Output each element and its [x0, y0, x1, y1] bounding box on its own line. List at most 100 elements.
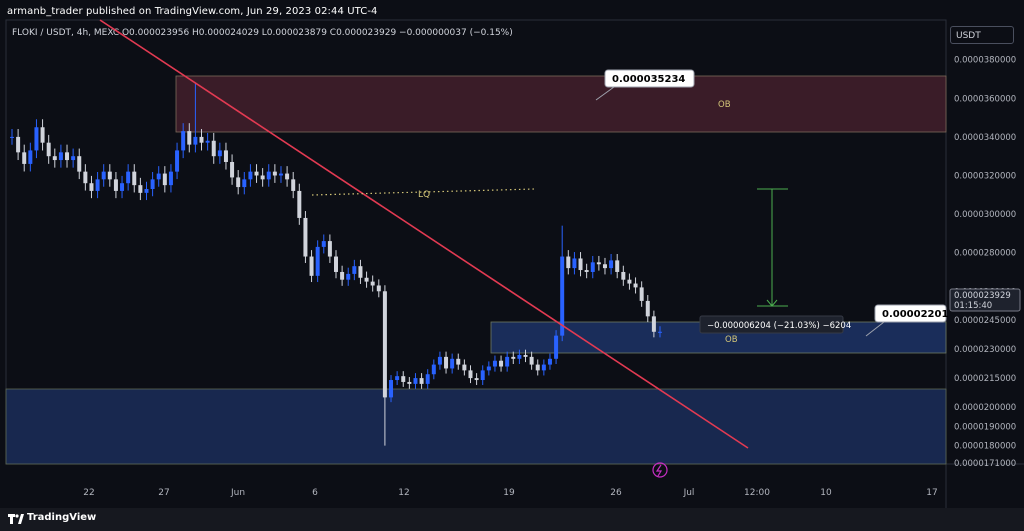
candle-body [156, 173, 161, 180]
candle-body [621, 271, 626, 280]
candle-body [193, 136, 198, 145]
currency-button[interactable]: USDT [950, 26, 1014, 44]
candle-body [572, 258, 577, 269]
y-tick-label: 0.0000180000 [954, 442, 1016, 452]
candle-body [566, 256, 571, 269]
y-tick-label: 0.0000171000 [954, 459, 1016, 469]
y-tick-label: 0.0000340000 [954, 133, 1016, 143]
x-tick-label: 6 [312, 488, 318, 498]
candle-body [444, 356, 449, 369]
candle-body [101, 171, 106, 180]
candle-body [83, 171, 88, 184]
candle-body [217, 150, 222, 157]
trendline [99, 19, 749, 449]
candle-body [58, 152, 63, 161]
candle-body [633, 283, 638, 288]
ob-label-top: OB [718, 100, 731, 110]
lq-label: LQ [418, 190, 430, 200]
x-tick-label: 10 [820, 488, 832, 498]
candle-body [248, 171, 253, 180]
candle-body [278, 173, 283, 176]
candle-body [138, 185, 143, 193]
candle-body [407, 381, 412, 384]
x-tick-label: 27 [158, 488, 169, 498]
candle-body [602, 264, 607, 269]
y-tick-label: 0.0000300000 [954, 210, 1016, 220]
symbol-legend: FLOKI / USDT, 4h, MEXC O0.000023956 H0.0… [12, 28, 513, 38]
x-axis[interactable]: 22 27 Jun 6 12 19 26 Jul 12:00 10 17 [83, 488, 937, 498]
footer-bar [0, 508, 1024, 531]
candle-body [236, 177, 241, 188]
candle-body [40, 127, 45, 143]
candle-body [95, 179, 100, 191]
candle-body [150, 179, 155, 189]
candle-body [22, 152, 27, 164]
x-tick-label: 12 [398, 488, 409, 498]
candle-body [10, 136, 14, 138]
candle-body [413, 378, 418, 384]
candle-body [615, 260, 620, 272]
candle-body [505, 356, 510, 367]
y-tick-label: 0.0000360000 [954, 94, 1016, 104]
candle-body [162, 173, 167, 186]
candle-body [480, 370, 485, 381]
footer-brand: TradingView [27, 512, 97, 523]
candle-body [120, 183, 125, 191]
candle-body [425, 374, 430, 384]
candle-body [303, 217, 308, 257]
y-tick-label: 0.0000320000 [954, 171, 1016, 181]
candle-body [547, 358, 552, 365]
y-axis[interactable]: 0.0000380000 0.0000360000 0.0000340000 0.00… [954, 56, 1016, 469]
y-tick-label: 0.0000230000 [954, 345, 1016, 355]
candle-body [181, 131, 186, 151]
candle-body [609, 260, 614, 269]
candle-body [523, 354, 528, 357]
x-tick-label: Jun [230, 488, 245, 498]
tradingview-logo-icon [8, 514, 24, 524]
x-tick-label: 17 [926, 488, 937, 498]
candle-body [272, 171, 277, 176]
candle-body [89, 183, 94, 191]
cursor-label: 0.00002201 [882, 309, 948, 320]
candle-body [199, 136, 204, 143]
publisher-header: armanb_trader published on TradingView.c… [7, 6, 378, 17]
candle-body [211, 140, 216, 157]
candle-body [205, 140, 210, 143]
candle-body [291, 179, 296, 191]
lower-blue-zone [5, 388, 947, 465]
y-tick-label: 0.0000200000 [954, 403, 1016, 413]
candle-body [596, 262, 601, 265]
candle-body [28, 150, 33, 164]
candle-body [77, 156, 82, 172]
candle-body [352, 266, 357, 274]
candle-body [52, 156, 57, 161]
x-tick-label: Jul [683, 488, 695, 498]
x-tick-label: 19 [503, 488, 515, 498]
candle-body [376, 285, 381, 292]
candle-body [486, 366, 491, 371]
candle-body [175, 150, 180, 172]
candle-body [431, 364, 436, 375]
candle-body [639, 287, 644, 301]
last-price-tag: 0.000023929 [954, 291, 1011, 301]
candle-body [382, 291, 387, 398]
candle-body [126, 171, 131, 184]
candle-body [113, 179, 118, 191]
candle-body [437, 356, 442, 365]
candle-body [16, 136, 21, 153]
event-marker-icon[interactable] [652, 462, 668, 478]
candle-body [511, 356, 516, 359]
candle-body [651, 316, 656, 332]
candles-group [10, 82, 662, 446]
candle-body [315, 246, 320, 276]
candle-body [334, 256, 338, 272]
measure-tool [757, 188, 788, 307]
candle-body [462, 364, 467, 371]
candle-body [266, 171, 271, 180]
candle-body [554, 335, 559, 359]
y-tick-label: 0.0000245000 [954, 316, 1016, 326]
candle-body [254, 171, 259, 176]
candle-body [144, 189, 149, 193]
